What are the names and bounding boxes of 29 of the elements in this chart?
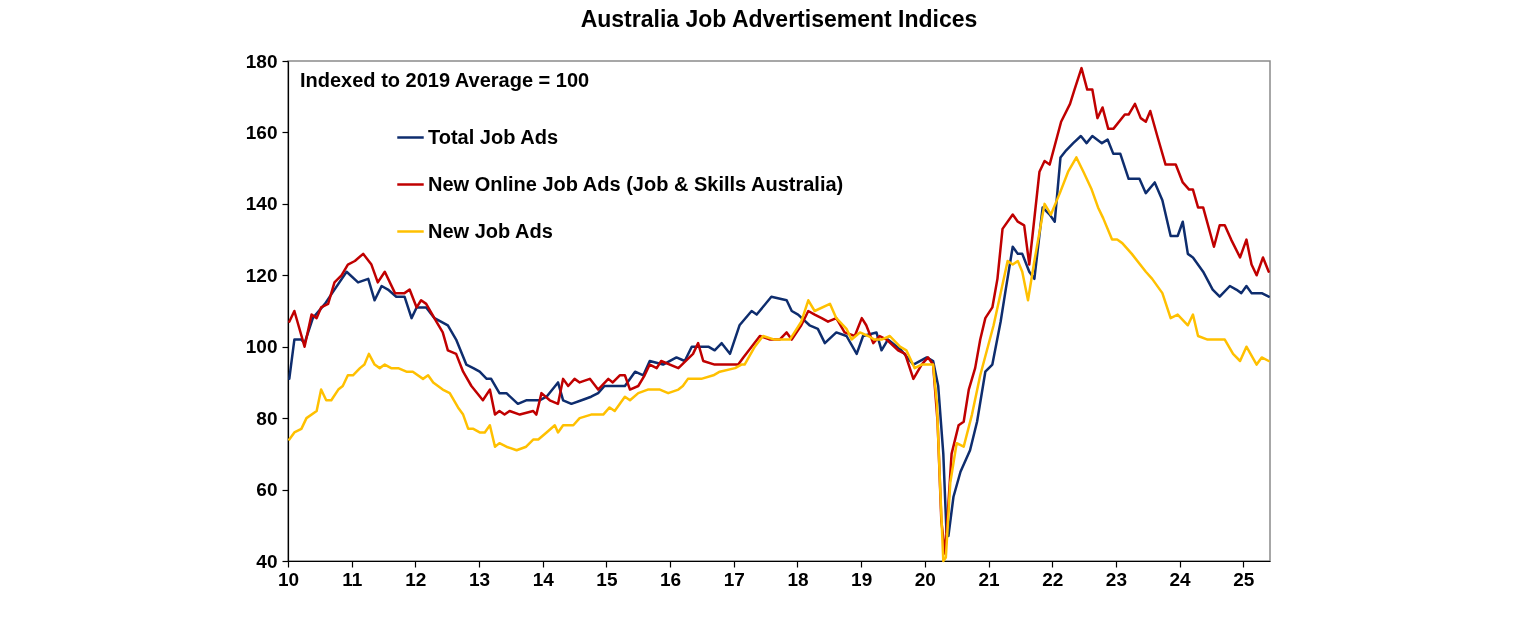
- x-tick-label: 14: [532, 568, 555, 590]
- legend-label: New Online Job Ads (Job & Skills Australia): [428, 172, 844, 195]
- y-tick-label: 140: [245, 193, 278, 215]
- x-tick-label: 20: [914, 568, 936, 590]
- x-tick-label: 10: [277, 568, 300, 590]
- y-tick-label: 40: [256, 550, 278, 572]
- legend-label: Total Job Ads: [428, 125, 558, 148]
- x-tick-label: 15: [596, 568, 618, 590]
- y-tick-label: 60: [256, 479, 278, 501]
- x-tick-label: 16: [660, 568, 682, 590]
- y-tick-label: 120: [245, 264, 278, 286]
- x-tick-label: 21: [978, 568, 1001, 590]
- chart-title: Australia Job Advertisement Indices: [580, 6, 978, 32]
- x-tick-label: 11: [342, 568, 363, 590]
- annotation: Indexed to 2019 Average = 100: [300, 69, 590, 91]
- y-tick-label: 100: [245, 336, 278, 358]
- x-tick-label: 18: [787, 568, 809, 590]
- x-tick-label: 17: [723, 568, 745, 590]
- y-tick-label: 160: [245, 121, 278, 143]
- x-tick-label: 22: [1042, 568, 1064, 590]
- y-tick-label: 180: [245, 50, 278, 72]
- x-tick-label: 13: [468, 568, 491, 590]
- x-tick-label: 23: [1105, 568, 1127, 590]
- x-tick-label: 19: [851, 568, 873, 590]
- x-tick-label: 12: [405, 568, 427, 590]
- x-tick-label: 25: [1233, 568, 1255, 590]
- legend-label: New Job Ads: [428, 219, 553, 242]
- x-tick-label: 24: [1169, 568, 1192, 590]
- y-tick-label: 80: [256, 407, 278, 429]
